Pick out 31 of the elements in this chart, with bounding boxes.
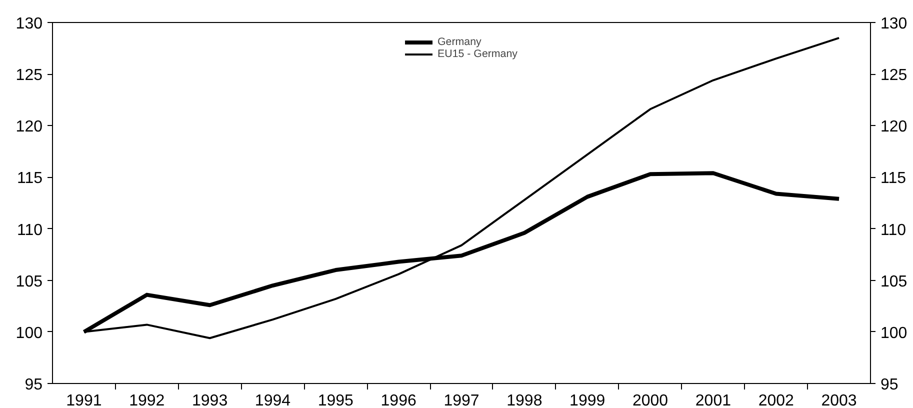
y2-tick-label: 130: [880, 16, 908, 32]
y-tick-label: 100: [16, 324, 43, 342]
y2-tick-label: 115: [880, 170, 906, 188]
legend-label: EU15 - Germany: [438, 48, 518, 60]
x-tick-label: 1999: [570, 392, 606, 408]
y-tick-label: 95: [24, 376, 43, 394]
y-tick-label: 115: [16, 170, 43, 188]
x-tick-label: 2000: [632, 392, 668, 408]
y2-tick-label: 95: [880, 376, 898, 394]
x-tick-label: 1993: [192, 392, 228, 408]
x-tick-label: 2003: [821, 392, 857, 408]
x-tick-label: 1996: [380, 392, 416, 408]
x-tick-label: 1991: [66, 392, 102, 408]
x-tick-label: 1994: [254, 392, 291, 408]
x-tick-label: 1997: [444, 392, 480, 408]
x-tick-label: 1992: [129, 392, 165, 408]
y2-tick-label: 120: [880, 118, 908, 136]
legend-label: Germany: [438, 36, 482, 48]
x-tick-label: 1998: [506, 392, 542, 408]
y2-tick-label: 105: [880, 273, 908, 290]
x-tick-label: 1995: [318, 392, 354, 408]
y2-tick-label: 100: [880, 324, 908, 342]
x-tick-label: 2001: [695, 392, 732, 408]
y-tick-label: 120: [16, 118, 43, 136]
y-tick-label: 105: [16, 273, 43, 290]
y-tick-label: 130: [16, 16, 43, 32]
y-tick-label: 125: [16, 67, 43, 84]
y2-tick-label: 110: [880, 222, 906, 239]
x-tick-label: 2002: [758, 392, 794, 408]
y-tick-label: 110: [16, 222, 43, 239]
y2-tick-label: 125: [880, 67, 908, 84]
